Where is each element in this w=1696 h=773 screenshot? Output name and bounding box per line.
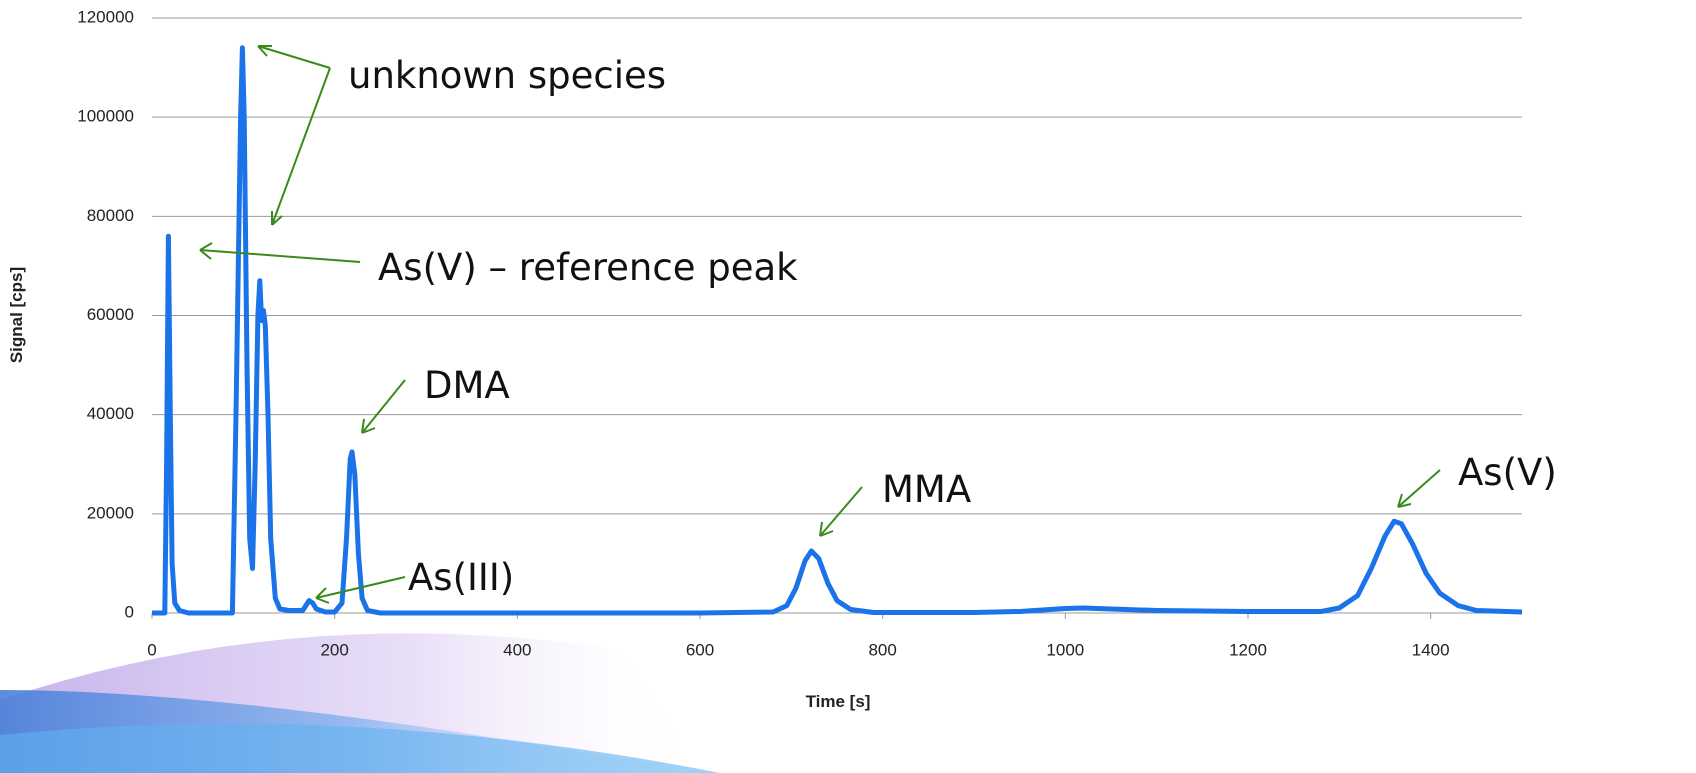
y-axis-title: Signal [cps] bbox=[7, 267, 26, 363]
x-axis-title: Time [s] bbox=[806, 692, 871, 711]
arrows bbox=[199, 45, 1441, 604]
x-tick-label: 200 bbox=[320, 640, 348, 659]
x-tick-label: 800 bbox=[868, 640, 896, 659]
y-tick-label: 120000 bbox=[77, 7, 134, 26]
x-tick-label: 1400 bbox=[1412, 640, 1450, 659]
annotation: As(V) bbox=[1458, 451, 1557, 494]
data-line bbox=[152, 45, 1523, 616]
x-tick-label: 1200 bbox=[1229, 640, 1267, 659]
y-tick-label: 60000 bbox=[87, 305, 134, 324]
annotation: As(III) bbox=[408, 556, 514, 599]
y-tick-label: 80000 bbox=[87, 206, 134, 225]
y-tick-label: 20000 bbox=[87, 503, 134, 522]
x-tick-label: 400 bbox=[503, 640, 531, 659]
x-tick-label: 0 bbox=[147, 640, 156, 659]
background-swoosh bbox=[0, 633, 720, 773]
annotation: unknown species bbox=[348, 54, 666, 97]
x-tick-label: 600 bbox=[686, 640, 714, 659]
y-tick-label: 100000 bbox=[77, 107, 134, 126]
y-tick-label: 40000 bbox=[87, 404, 134, 423]
y-tick-label: 0 bbox=[125, 602, 134, 621]
annotation: As(V) – reference peak bbox=[378, 246, 798, 289]
x-tick-label: 1000 bbox=[1046, 640, 1084, 659]
annotation: DMA bbox=[424, 364, 510, 407]
annotation: MMA bbox=[882, 468, 971, 511]
